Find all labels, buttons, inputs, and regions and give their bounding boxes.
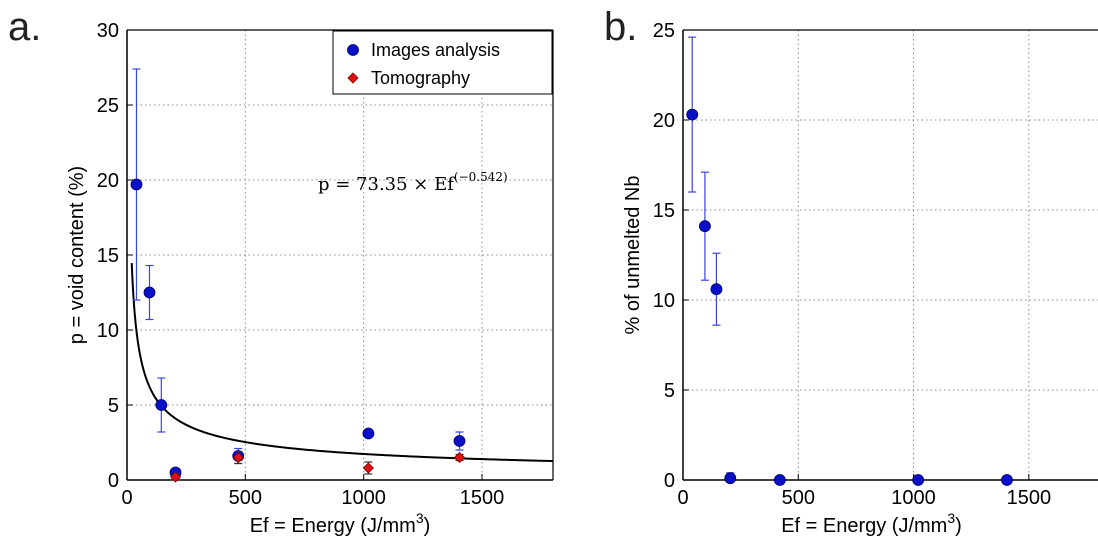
power-law-fit-curve bbox=[130, 263, 554, 463]
data-point-unmelted-nb bbox=[1001, 474, 1013, 486]
data-point-unmelted-nb bbox=[912, 474, 925, 486]
y-tick-label: 20 bbox=[97, 170, 119, 192]
legend-box bbox=[332, 30, 553, 95]
y-tick-label: 10 bbox=[653, 290, 675, 312]
legend-marker-images-analysis bbox=[347, 44, 359, 56]
x-tick-label: 1500 bbox=[1007, 487, 1052, 509]
y-tick-label: 25 bbox=[653, 20, 675, 42]
y-tick-label: 15 bbox=[97, 245, 119, 267]
y-tick-label: 30 bbox=[97, 20, 119, 42]
fit-equation-annotation: p = 73.35 × Ef(−0.542) bbox=[318, 170, 508, 195]
y-tick-label: 10 bbox=[97, 320, 119, 342]
x-axis-title-main: Ef = Energy (J/mm bbox=[250, 515, 416, 537]
data-point-tomography bbox=[362, 462, 374, 474]
x-axis-title-sup: 3 bbox=[416, 510, 424, 526]
x-tick-label: 1000 bbox=[891, 487, 936, 509]
data-point-images-analysis bbox=[453, 435, 466, 447]
data-point-unmelted-nb bbox=[773, 474, 786, 486]
x-tick-label: 0 bbox=[121, 487, 132, 509]
panel-a-letter: a. bbox=[8, 5, 41, 49]
x-axis-title-end: ) bbox=[955, 515, 962, 537]
x-axis-title-main: Ef = Energy (J/mm bbox=[781, 515, 947, 537]
y-axis-title: p = void content (%) bbox=[66, 166, 88, 344]
x-tick-label: 1500 bbox=[460, 487, 505, 509]
chart-a-void-content: 0 500 1000 1500 0 5 10 15 20 25 30 Ef = Energy (J/m… bbox=[66, 20, 554, 537]
y-tick-label: 0 bbox=[108, 470, 119, 492]
data-point-unmelted-nb bbox=[724, 472, 737, 485]
plot-area bbox=[683, 30, 1098, 480]
data-point-tomography bbox=[232, 451, 244, 464]
data-point-unmelted-nb bbox=[699, 220, 711, 233]
x-axis-title: Ef = Energy (J/mm3) bbox=[250, 510, 431, 537]
data-point-images-analysis bbox=[143, 286, 156, 299]
y-tick-label: 25 bbox=[97, 95, 119, 117]
data-point-tomography bbox=[169, 471, 182, 483]
y-axis-title: % of unmelted Nb bbox=[622, 176, 644, 335]
x-tick-label: 1000 bbox=[341, 487, 386, 509]
data-point-images-analysis bbox=[155, 399, 168, 411]
y-tick-label: 15 bbox=[653, 200, 675, 222]
x-axis-title: Ef = Energy (J/mm3) bbox=[781, 510, 962, 537]
legend-label: Tomography bbox=[371, 68, 470, 88]
legend-marker-tomography bbox=[347, 72, 359, 84]
y-tick-label: 5 bbox=[664, 380, 675, 402]
data-point-images-analysis bbox=[362, 427, 375, 440]
y-tick-label: 5 bbox=[108, 395, 119, 417]
chart-b-unmelted-nb: 0 500 1000 1500 0 5 10 15 20 25 Ef = Energy (J/mm3… bbox=[622, 20, 1098, 537]
legend-label: Images analysis bbox=[371, 40, 500, 60]
panel-b-letter: b. bbox=[604, 5, 637, 49]
fit-equation-exponent: (−0.542) bbox=[454, 170, 508, 184]
x-axis-title-sup: 3 bbox=[947, 510, 955, 526]
fit-equation-main: p = 73.35 × Ef bbox=[318, 174, 455, 195]
x-tick-label: 0 bbox=[677, 487, 688, 509]
x-tick-label: 500 bbox=[782, 487, 815, 509]
data-point-unmelted-nb bbox=[686, 108, 699, 121]
y-tick-label: 20 bbox=[653, 110, 675, 132]
data-point-unmelted-nb bbox=[710, 283, 723, 296]
data-point-tomography bbox=[453, 451, 466, 464]
data-point-images-analysis bbox=[130, 178, 143, 191]
y-tick-label: 0 bbox=[664, 470, 675, 492]
x-axis-title-end: ) bbox=[424, 515, 431, 537]
x-tick-label: 500 bbox=[229, 487, 262, 509]
